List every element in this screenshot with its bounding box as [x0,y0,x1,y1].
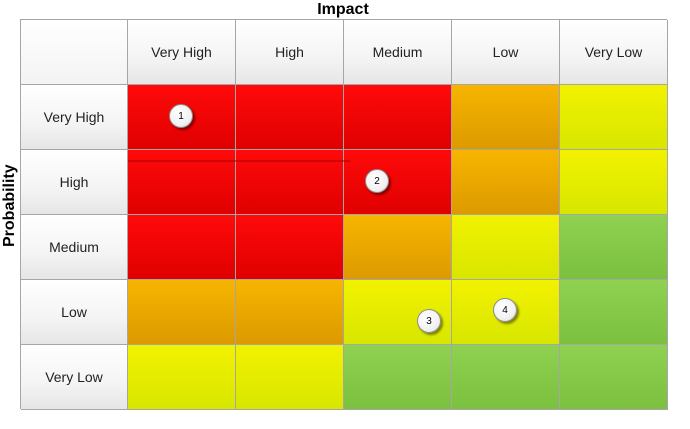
column-header-high: High [236,20,344,85]
matrix-cell-yellow [236,345,344,410]
impact-axis-title: Impact [317,1,369,18]
matrix-cell-red [236,85,344,150]
divider-line [128,160,350,162]
matrix-cell-yellow [560,150,668,215]
risk-matrix-grid: Very High High Medium Low Very Low Very … [20,19,668,410]
matrix-cell-orange [452,150,560,215]
row-header-high: High [21,150,128,215]
matrix-cell-green [344,345,452,410]
matrix-cell-orange [344,215,452,280]
risk-marker-4[interactable]: 4 [493,298,517,322]
column-header-low: Low [452,20,560,85]
matrix-cell-green [560,345,668,410]
risk-marker-2[interactable]: 2 [365,169,389,193]
corner-cell [21,20,128,85]
matrix-cell-yellow [128,345,236,410]
column-header-very-high: Very High [128,20,236,85]
matrix-cell-orange [128,280,236,345]
risk-marker-3[interactable]: 3 [417,309,441,333]
row-header-low: Low [21,280,128,345]
matrix-cell-yellow [452,215,560,280]
matrix-cell-red [236,215,344,280]
risk-marker-1[interactable]: 1 [169,104,193,128]
matrix-cell-green [452,345,560,410]
column-header-very-low: Very Low [560,20,668,85]
matrix-cell-green [560,280,668,345]
row-header-very-low: Very Low [21,345,128,410]
probability-axis-title: Probability [1,164,18,247]
matrix-cell-red [344,150,452,215]
matrix-cell-green [560,215,668,280]
column-header-medium: Medium [344,20,452,85]
matrix-cell-red [344,85,452,150]
row-header-very-high: Very High [21,85,128,150]
matrix-cell-orange [236,280,344,345]
matrix-cell-orange [452,85,560,150]
matrix-cell-red [128,215,236,280]
row-header-medium: Medium [21,215,128,280]
matrix-cell-yellow [560,85,668,150]
